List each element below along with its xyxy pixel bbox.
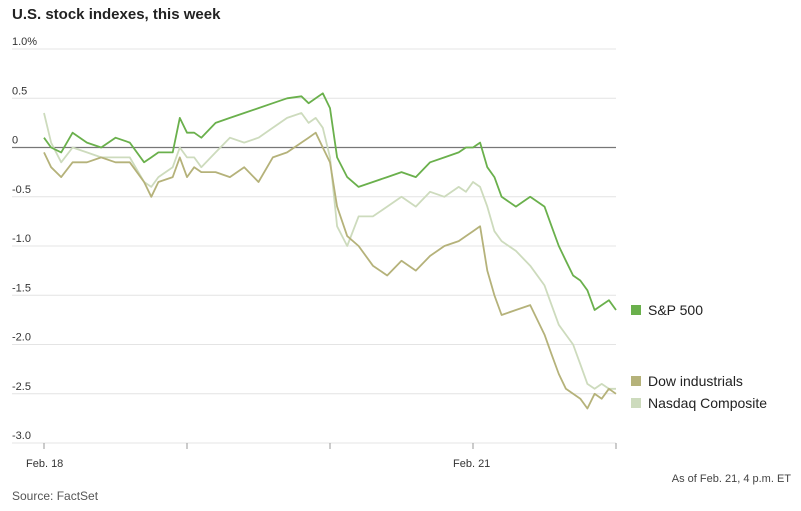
source-note: Source: FactSet [12, 489, 99, 503]
y-tick-label: 0 [12, 135, 18, 147]
x-tick-label: Feb. 21 [453, 458, 490, 470]
tick-layer: 1.0% 0.5 0 -0.5 -1.0 -1.5 -2.0 -2.5 -3.0 Feb. 18 F… [12, 36, 617, 470]
y-tick-label: 1.0% [12, 36, 37, 48]
grid-layer [12, 48, 616, 444]
y-tick-label: 0.5 [12, 85, 27, 97]
legend-swatch-nasdaq-composite [631, 398, 641, 408]
legend-label-dow-industrials: Dow industrials [648, 373, 743, 389]
y-tick-label: -0.5 [12, 184, 31, 196]
legend-swatch-dow-industrials [631, 376, 641, 386]
series-layer [43, 92, 617, 410]
y-tick-label: -1.0 [12, 233, 31, 245]
series-line-nasdaq-composite [43, 112, 616, 390]
as-of-note: As of Feb. 21, 4 p.m. ET [671, 473, 791, 485]
y-tick-label: -2.0 [12, 332, 31, 344]
y-tick-label: -3.0 [12, 430, 31, 442]
legend-label-nasdaq-composite: Nasdaq Composite [648, 395, 767, 411]
y-tick-label: -1.5 [12, 282, 31, 294]
series-line-s-p-500 [43, 92, 617, 311]
x-tick-label: Feb. 18 [26, 458, 63, 470]
series-line-dow-industrials [43, 131, 617, 410]
legend-swatch-s-p-500 [631, 305, 641, 315]
y-tick-label: -2.5 [12, 381, 31, 393]
legend-label-s-p-500: S&P 500 [648, 302, 703, 318]
chart-title: U.S. stock indexes, this week [12, 6, 221, 23]
legend-layer: S&P 500 Dow industrials Nasdaq Composite [631, 302, 767, 411]
